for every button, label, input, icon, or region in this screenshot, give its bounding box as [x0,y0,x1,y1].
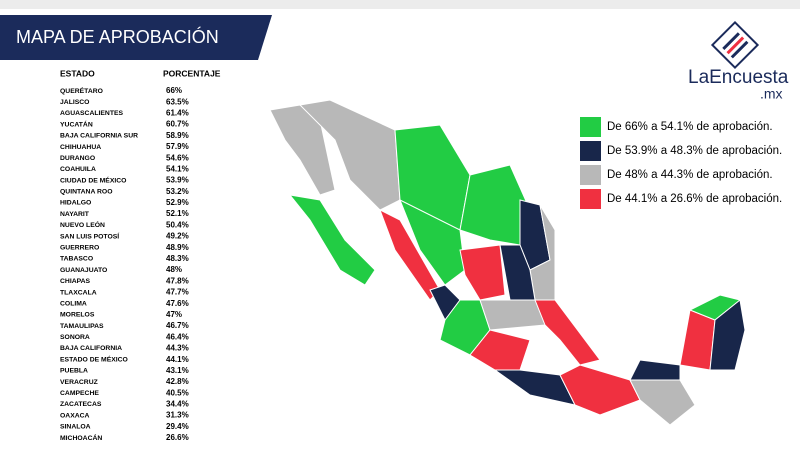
state-percent: 31.3% [166,411,189,420]
state-percent: 50.4% [166,220,189,229]
state-percent: 57.9% [166,142,189,151]
state-percent: 48.9% [166,243,189,252]
title-banner [0,15,272,60]
state-name: COAHUILA [60,166,96,173]
legend-label: De 53.9% a 48.3% de aprobación. [607,145,782,157]
state-percent: 48% [166,265,182,274]
state-name: BAJA CALIFORNIA [60,345,122,352]
title: MAPA DE APROBACIÓN [16,26,219,47]
legend-box [577,113,791,213]
column-header: ESTADO [60,68,95,78]
state-name: QUINTANA ROO [60,189,112,196]
state-region [298,99,401,211]
state-name: ZACATECAS [60,401,102,408]
state-name: PUEBLA [60,368,88,375]
state-percent: 54.1% [166,164,189,173]
state-name: AGUASCALIENTES [60,110,124,117]
logo-name: LaEncuesta [688,67,789,88]
state-percent: 42.8% [166,377,189,386]
state-percent: 54.6% [166,153,189,162]
state-name: SAN LUIS POTOSÍ [60,231,120,240]
state-name: CHIHUAHUA [60,144,101,151]
state-percent: 44.1% [166,355,189,364]
state-percent: 40.5% [166,388,189,397]
state-name: HIDALGO [60,200,91,207]
top-strip [0,0,800,9]
state-name: CIUDAD DE MÉXICO [60,175,126,184]
legend-label: De 44.1% a 26.6% de aprobación. [607,193,782,205]
state-region [399,198,466,286]
state-percent: 58.9% [166,131,189,140]
legend-swatch [580,189,601,209]
state-name: DURANGO [60,155,95,162]
state-name: GUERRERO [60,245,99,252]
state-name: TABASCO [60,256,93,263]
state-percent: 47.6% [166,299,189,308]
state-name: SONORA [60,334,90,341]
state-percent: 34.4% [166,400,189,409]
state-percent: 47.8% [166,276,189,285]
state-percent: 60.7% [166,120,189,129]
state-percent: 53.2% [166,187,189,196]
map [269,99,746,426]
state-name: BAJA CALIFORNIA SUR [60,133,138,140]
state-name: CHIAPAS [60,278,91,285]
state-percent: 52.1% [166,209,189,218]
state-region [288,194,376,286]
state-name: MORELOS [60,312,95,319]
state-region [629,379,696,426]
state-name: OAXACA [60,412,90,419]
logo-icon [710,20,760,70]
legend-swatch [580,165,601,185]
state-percent: 63.5% [166,97,189,106]
state-name: SINALOA [60,424,91,431]
state-region [459,244,506,301]
state-name: NAYARIT [60,211,90,218]
state-region [469,329,531,371]
state-percent: 29.4% [166,422,189,431]
state-percent: 53.9% [166,176,189,185]
state-name: TAMAULIPAS [60,323,104,330]
state-name: CAMPECHE [60,390,99,397]
state-name: GUANAJUATO [60,267,107,274]
state-percent: 61.4% [166,108,189,117]
legend-swatch [580,117,601,137]
state-region [709,299,746,371]
logo-suffix: .mx [760,86,783,102]
state-name: ESTADO DE MÉXICO [60,354,128,363]
state-name: COLIMA [60,300,87,307]
state-percent: 46.4% [166,332,189,341]
state-region [479,299,546,331]
state-percent: 43.1% [166,366,189,375]
state-name: NUEVO LEÓN [60,220,105,229]
state-region [499,244,536,301]
state-name: TLAXCALA [60,289,97,296]
legend-label: De 48% a 44.3% de aprobación. [607,169,773,181]
state-percent: 26.6% [166,433,189,442]
state-percent: 49.2% [166,232,189,241]
state-name: VERACRUZ [60,379,98,386]
state-name: YUCATÁN [60,119,93,128]
legend-label: De 66% a 54.1% de aprobación. [607,121,773,133]
state-percent: 66% [166,86,182,95]
state-percent: 47.7% [166,288,189,297]
state-percent: 47% [166,310,182,319]
state-percent: 52.9% [166,198,189,207]
logo: LaEncuesta .mx [688,20,789,102]
state-name: JALISCO [60,99,89,106]
state-name: MICHOACÁN [60,433,102,442]
legend-swatch [580,141,601,161]
state-percent: 48.3% [166,254,189,263]
state-percent: 44.3% [166,344,189,353]
state-name: QUERÉTARO [60,86,103,95]
state-percent: 46.7% [166,321,189,330]
column-header: PORCENTAJE [163,68,221,78]
